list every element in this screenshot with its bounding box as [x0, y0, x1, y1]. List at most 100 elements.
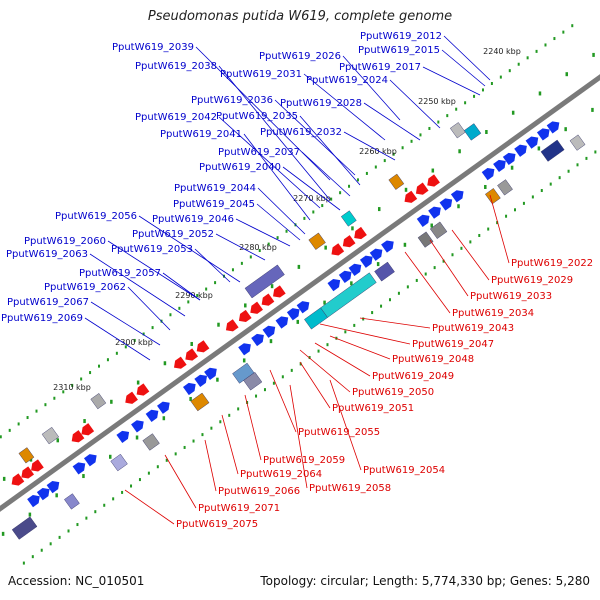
tick-dot — [308, 356, 311, 360]
gene-arrow-shape — [83, 454, 97, 467]
feature-box — [429, 221, 448, 239]
forward-gene-arrow — [251, 333, 264, 347]
tick-dot — [437, 120, 440, 124]
forward-gene-label: PputW619_2056 — [55, 211, 137, 222]
tick-dot — [267, 242, 270, 246]
tick-dot — [348, 184, 351, 188]
tick-dot — [263, 388, 266, 392]
forward-gene-label: PputW619_2037 — [218, 147, 300, 158]
gene-arrow-shape — [157, 401, 170, 414]
tick-dot — [281, 375, 284, 379]
forward-gene-label: PputW619_2031 — [220, 69, 302, 80]
tick-dot — [255, 394, 258, 398]
forward-gene-label: PputW619_2046 — [152, 214, 234, 225]
gene-arrow-shape — [196, 340, 210, 353]
tick-dot — [133, 338, 136, 342]
forward-similarity-box — [497, 179, 513, 196]
feature-box — [320, 272, 377, 318]
feature-box — [244, 264, 285, 299]
reverse-gene-label: PputW619_2075 — [176, 519, 258, 530]
forward-gene-arrow — [439, 198, 453, 211]
gene-arrow-shape — [296, 301, 310, 314]
reverse-gene-label: PputW619_2034 — [452, 308, 534, 319]
reverse-similarity-box — [90, 393, 107, 410]
reverse-gene-arrow — [136, 383, 150, 396]
tick-dot — [55, 493, 58, 498]
forward-leader-line — [127, 286, 171, 331]
reverse-gene-label: PputW619_2064 — [240, 469, 322, 480]
forward-gene-arrow — [204, 367, 217, 380]
tick-dot — [269, 339, 273, 344]
forward-leader-line — [342, 55, 401, 121]
reverse-gene-arrow — [404, 190, 418, 203]
forward-similarity-box — [142, 433, 160, 451]
forward-similarity-box — [374, 261, 395, 282]
gene-arrow-shape — [31, 459, 44, 472]
tick-dot — [103, 503, 106, 507]
gene-arrow-shape — [273, 285, 286, 298]
tick-dot — [365, 171, 368, 175]
tick-dot — [374, 165, 377, 169]
tick-dot — [430, 223, 433, 228]
tick-dot — [362, 317, 365, 321]
forward-similarity-box — [64, 493, 80, 510]
tick-dot — [344, 330, 347, 334]
tick-dot — [237, 407, 240, 411]
reverse-leader-line — [429, 239, 469, 297]
gene-arrow-shape — [275, 316, 289, 329]
forward-leader-line — [303, 73, 386, 141]
tick-dot — [392, 152, 395, 156]
forward-gene-label: PputW619_2038 — [135, 61, 217, 72]
gene-arrow-shape — [81, 423, 95, 436]
tick-dot — [458, 149, 461, 154]
forward-similarity-box — [11, 516, 38, 540]
forward-leader-line — [194, 248, 231, 283]
reverse-leader-line — [269, 369, 297, 433]
reverse-leader-line — [299, 361, 331, 409]
gene-arrow-shape — [493, 159, 506, 173]
tick-dot — [511, 110, 515, 115]
tick-dot — [473, 94, 476, 98]
tick-dot — [537, 146, 541, 151]
forward-gene-label: PputW619_2032 — [260, 127, 342, 138]
forward-similarity-box — [320, 272, 377, 318]
tick-dot — [205, 287, 208, 291]
forward-gene-label: PputW619_2035 — [216, 111, 298, 122]
gene-arrow-shape — [481, 168, 495, 181]
gene-arrow-shape — [46, 481, 60, 494]
reverse-gene-label: PputW619_2043 — [432, 323, 514, 334]
reverse-gene-label: PputW619_2059 — [263, 455, 345, 466]
tick-dot — [58, 535, 61, 539]
forward-gene-arrow — [338, 270, 352, 284]
forward-gene-arrow — [275, 316, 289, 329]
tick-dot — [594, 150, 597, 154]
forward-gene-arrow — [428, 206, 441, 219]
tick-dot — [76, 523, 79, 527]
reverse-gene-arrow — [250, 301, 263, 314]
reverse-gene-arrow — [11, 473, 25, 486]
tick-dot — [109, 454, 112, 459]
tick-dot — [67, 529, 70, 533]
forward-leader-line — [441, 49, 486, 87]
tick-dot — [419, 133, 422, 137]
forward-gene-label: PputW619_2045 — [173, 199, 255, 210]
feature-box — [11, 516, 38, 540]
gene-arrow-shape — [502, 152, 516, 166]
forward-gene-arrow — [525, 136, 539, 149]
gene-arrow-shape — [116, 430, 130, 444]
forward-leader-line — [274, 99, 356, 176]
reverse-similarity-box — [340, 210, 357, 227]
tick-dot — [535, 49, 538, 53]
tick-dot — [71, 383, 74, 387]
tick-dot — [460, 246, 463, 250]
tick-dot — [135, 435, 139, 440]
gene-arrow-shape — [183, 382, 196, 396]
tick-dot — [406, 285, 409, 289]
tick-dot — [442, 259, 445, 263]
forward-leader-line — [195, 46, 331, 181]
tick-dot — [276, 236, 279, 240]
gene-arrow-shape — [194, 374, 208, 387]
gene-arrow-shape — [514, 144, 527, 157]
forward-similarity-box — [417, 231, 434, 248]
